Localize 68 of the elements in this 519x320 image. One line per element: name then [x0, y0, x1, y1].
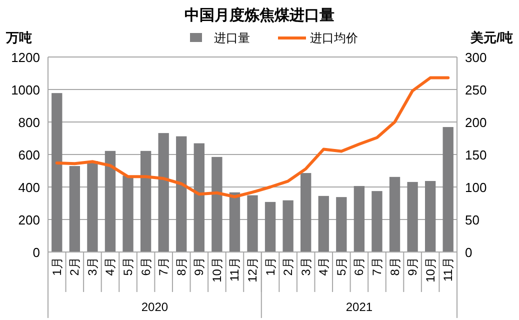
bar [52, 93, 62, 252]
x-tick-label: 1月 [263, 257, 278, 276]
x-tick-label: 5月 [121, 257, 136, 276]
y2-tick-label: 100 [465, 180, 487, 195]
x-tick-label: 1月 [50, 257, 64, 276]
y2-tick-label: 0 [465, 245, 472, 260]
y2-tick-label: 50 [465, 212, 480, 228]
x-tick-label: 6月 [352, 257, 366, 276]
y-tick-label: 0 [32, 245, 40, 260]
bar [407, 182, 418, 252]
x-tick-label: 3月 [298, 257, 313, 276]
bar [104, 150, 116, 252]
bar [194, 143, 204, 252]
text: 2021 [346, 300, 373, 314]
bar [229, 192, 240, 252]
y-tick-label: 1200 [11, 50, 40, 65]
bar [442, 127, 454, 252]
bar [336, 197, 347, 252]
x-tick-label: 2月 [68, 257, 82, 276]
bar [176, 136, 187, 252]
x-tick-label: 11月 [228, 257, 242, 282]
bar [389, 176, 400, 252]
bar [300, 173, 312, 252]
y2-tick-label: 300 [465, 50, 487, 65]
y-tick-label: 200 [18, 212, 40, 228]
y2-tick-label: 250 [465, 82, 487, 98]
bar [372, 191, 382, 252]
bar [318, 196, 329, 252]
y2-tick-label: 150 [465, 148, 487, 162]
x-tick-label: 4月 [103, 257, 118, 276]
bar [212, 156, 222, 252]
chart-title: 中国月度炼焦煤进口量 [184, 6, 334, 24]
bar [247, 195, 258, 252]
y2-tick-label: 200 [465, 115, 487, 130]
bar [158, 133, 169, 252]
y-axis-title: 万吨 [5, 30, 32, 45]
bar [282, 200, 294, 252]
y-tick-label: 1000 [11, 82, 40, 98]
y-tick-label: 600 [18, 148, 40, 162]
x-tick-label: 2月 [281, 257, 296, 276]
legend-label: 进口均价 [310, 31, 358, 45]
y2-axis-title: 美元/吨 [469, 30, 513, 45]
x-tick-label: 10月 [210, 257, 224, 282]
bar [122, 176, 134, 252]
y-tick-label: 800 [18, 115, 40, 130]
bar [264, 202, 276, 252]
text: 2020 [141, 300, 168, 314]
x-tick-label: 6月 [138, 257, 153, 276]
legend-label: 进口量 [214, 31, 250, 45]
x-tick-label: 3月 [85, 257, 100, 276]
bar [424, 180, 436, 252]
bar [69, 166, 80, 252]
x-tick-label: 9月 [406, 257, 420, 276]
x-tick-label: 8月 [388, 257, 402, 276]
x-tick-label: 11月 [441, 257, 456, 282]
line-series [55, 76, 450, 198]
y-tick-label: 400 [18, 180, 40, 195]
x-tick-label: 8月 [174, 257, 188, 276]
x-tick-label: 12月 [246, 257, 260, 282]
x-tick-label: 7月 [156, 257, 171, 276]
bar [354, 186, 365, 252]
x-tick-label: 9月 [192, 257, 206, 276]
x-tick-label: 4月 [316, 257, 331, 276]
x-tick-label: 5月 [334, 257, 348, 276]
bar [87, 161, 98, 252]
x-tick-label: 10月 [423, 257, 438, 282]
bar [140, 150, 152, 252]
x-tick-label: 7月 [370, 257, 384, 276]
